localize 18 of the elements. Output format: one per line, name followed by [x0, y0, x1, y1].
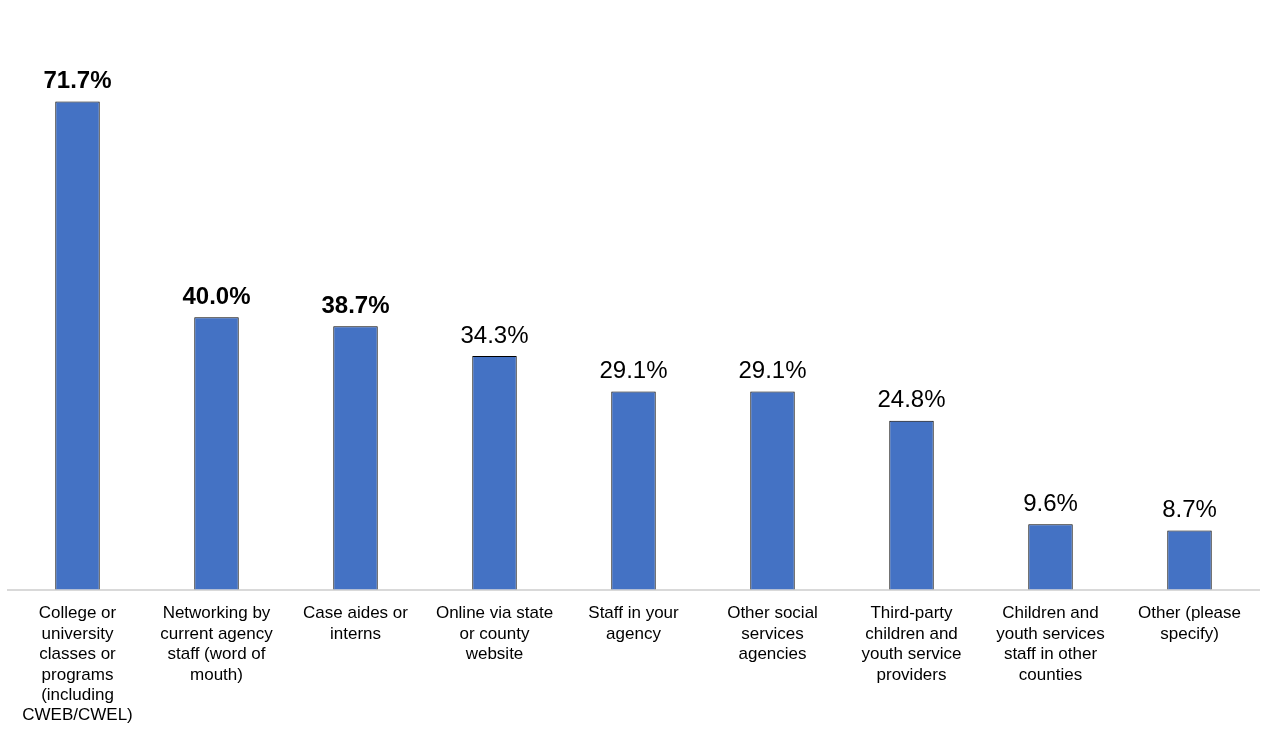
data-label: 40.0% [182, 281, 251, 309]
data-label: 24.8% [877, 385, 946, 413]
data-label: 29.1% [599, 356, 668, 384]
data-label: 9.6% [1023, 488, 1078, 516]
data-label: 38.7% [321, 290, 390, 318]
data-label: 29.1% [738, 356, 807, 384]
x-tick-label: Third-party children and youth service providers [861, 603, 962, 684]
x-tick-label: Case aides or interns [303, 603, 409, 643]
x-tick-label: Online via state or county website [435, 603, 554, 664]
x-tick-label: Other (please specify) [1138, 603, 1241, 643]
x-tick-label: Other social services agencies [727, 603, 818, 664]
data-label: 34.3% [460, 320, 529, 348]
data-label: 8.7% [1162, 495, 1217, 522]
data-label: 71.7% [43, 66, 112, 94]
x-tick-label: Children and youth services staff in other counties [996, 603, 1105, 684]
x-tick-label: Networking by current agency staff (word of mouth) [160, 603, 274, 684]
x-tick-label: College or university classes or programs (including CWEB/CWEL) [22, 603, 133, 725]
x-tick-label: Staff in your agency [588, 603, 680, 643]
